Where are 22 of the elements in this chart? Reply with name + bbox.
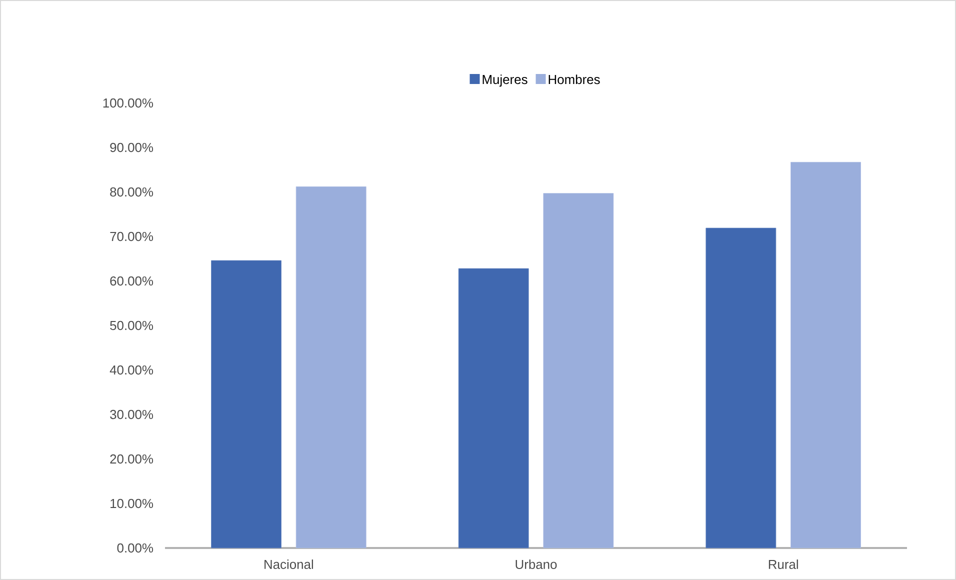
y-tick-label: 80.00% bbox=[110, 187, 154, 197]
y-tick-label: 40.00% bbox=[110, 365, 154, 375]
y-tick-label: 70.00% bbox=[110, 232, 154, 242]
y-tick-label: 0.00% bbox=[117, 543, 154, 553]
x-tick-label: Urbano bbox=[516, 560, 557, 570]
bar bbox=[211, 260, 282, 548]
y-tick-label: 30.00% bbox=[110, 410, 154, 420]
y-tick-label: 20.00% bbox=[110, 454, 154, 464]
legend-label: Hombres bbox=[548, 74, 600, 84]
x-tick-label: Rural bbox=[768, 560, 798, 570]
y-tick-label: 50.00% bbox=[110, 320, 154, 330]
y-tick-label: 100.00% bbox=[103, 98, 154, 108]
y-tick-label: 60.00% bbox=[110, 276, 154, 286]
bar bbox=[790, 162, 861, 548]
x-tick-label: Nacional bbox=[264, 560, 313, 570]
bar bbox=[296, 186, 366, 548]
legend-label: Mujeres bbox=[482, 74, 528, 87]
y-tick-label: 90.00% bbox=[110, 142, 154, 152]
bar bbox=[543, 193, 614, 548]
bar bbox=[706, 228, 776, 548]
bar bbox=[458, 268, 529, 548]
y-tick-label: 10.00% bbox=[110, 498, 154, 508]
